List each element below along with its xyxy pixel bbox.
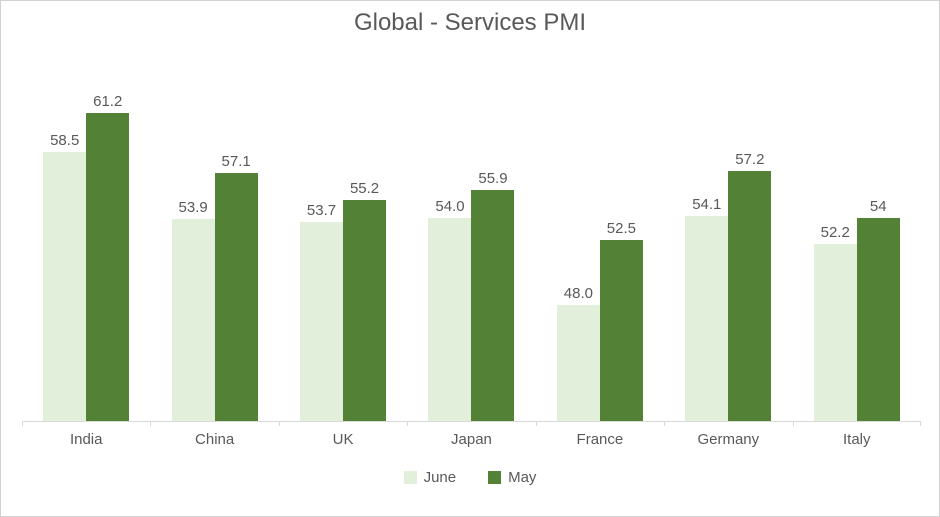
bar-may: 57.1 [214, 153, 258, 421]
bar-value-label: 55.9 [478, 170, 508, 188]
category-label: UK [332, 431, 354, 448]
category-label: Italy [842, 431, 871, 448]
bar-may: 55.9 [471, 170, 515, 421]
category-label: Germany [697, 431, 760, 448]
bar-value-label: 52.2 [820, 223, 850, 241]
tick-mark [407, 421, 409, 426]
bar-groups: 58.5 61.2 53.9 57.1 53.7 55.2 54.0 55.9 48.0 52.5… [22, 58, 921, 421]
tick-mark [278, 421, 280, 426]
tick-mark [920, 421, 921, 426]
bar-value-label: 52.5 [606, 219, 636, 237]
bar-group: 52.2 54 [793, 58, 921, 421]
bar-value-label: 53.7 [306, 202, 337, 220]
bar-june: 53.9 [171, 199, 215, 421]
bar-may: 55.2 [343, 180, 387, 421]
bar-may: 52.5 [599, 220, 643, 421]
tick-mark [150, 421, 152, 426]
bar-june: 48.0 [556, 285, 600, 421]
legend-swatch-icon [403, 471, 417, 484]
legend-swatch-icon [488, 471, 502, 484]
bar-group: 53.9 57.1 [150, 58, 278, 421]
bar-value-label: 61.2 [93, 93, 123, 111]
bar-value-label: 53.9 [178, 199, 208, 217]
tick-mark [535, 421, 537, 426]
x-axis-labels: India China UK Japan France Germany Italy [22, 431, 921, 448]
bar-may: 61.2 [86, 93, 130, 421]
tick-mark [792, 421, 794, 426]
bar-value-label: 57.1 [221, 152, 251, 170]
legend-item-may: May [488, 469, 536, 486]
bar-may: 57.2 [728, 151, 772, 421]
category-label: China [195, 431, 235, 448]
bar-value-label: 54 [869, 197, 887, 215]
legend: June May [1, 469, 939, 486]
bar-group: 58.5 61.2 [22, 58, 150, 421]
bar-group: 48.0 52.5 [536, 58, 664, 421]
bar-group: 54.0 55.9 [407, 58, 535, 421]
legend-item-june: June [403, 469, 457, 486]
bar-june: 53.7 [300, 202, 344, 421]
bar-value-label: 57.2 [735, 151, 765, 169]
bar-june: 58.5 [43, 132, 87, 421]
bar-june: 54.0 [428, 198, 472, 421]
bar-value-label: 55.2 [349, 180, 380, 198]
bar-value-label: 54.0 [435, 197, 465, 215]
plot-area: 58.5 61.2 53.9 57.1 53.7 55.2 54.0 55.9 48.0 52.5… [22, 58, 921, 426]
tick-mark [664, 421, 666, 426]
chart-title: Global - Services PMI [353, 9, 587, 36]
bar-group: 54.1 57.2 [664, 58, 792, 421]
legend-label: June [423, 469, 457, 486]
bar-value-label: 48.0 [563, 284, 593, 302]
bar-may: 54 [856, 198, 900, 421]
category-label: India [69, 431, 103, 448]
bar-june: 52.2 [813, 224, 857, 421]
bar-june: 54.1 [685, 196, 729, 421]
tick-mark [22, 421, 23, 426]
category-label: France [576, 431, 624, 448]
bar-value-label: 54.1 [692, 196, 722, 214]
bar-value-label: 58.5 [50, 132, 80, 150]
legend-label: May [508, 469, 537, 486]
category-label: Japan [451, 431, 492, 448]
bar-group: 53.7 55.2 [279, 58, 407, 421]
